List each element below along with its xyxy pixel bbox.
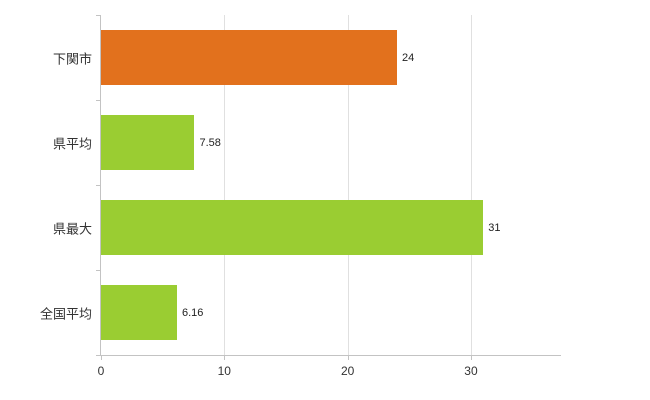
bar-row: 全国平均 6.16 bbox=[40, 270, 561, 355]
bar-row: 県平均 7.58 bbox=[53, 100, 561, 185]
x-axis-tick bbox=[101, 355, 102, 360]
value-label: 7.58 bbox=[199, 136, 221, 149]
bar-pref-max bbox=[101, 200, 484, 255]
x-tick-label-3: 30 bbox=[464, 364, 478, 378]
y-axis-tick bbox=[96, 15, 101, 16]
x-tick-label-2: 20 bbox=[340, 364, 355, 378]
y-axis-tick bbox=[96, 270, 101, 271]
bar-national-average bbox=[101, 285, 177, 340]
y-axis-tick bbox=[96, 355, 101, 356]
plot-area: 下関市 24 県平均 7.58 県最大 31 全国平均 6.16 0 10 20… bbox=[40, 15, 561, 378]
gridline bbox=[224, 15, 226, 355]
gridline bbox=[347, 15, 349, 355]
bar-pref-average bbox=[101, 115, 195, 170]
x-axis-tick bbox=[347, 355, 349, 360]
x-axis-tick bbox=[470, 355, 472, 360]
x-tick-label-0: 0 bbox=[97, 364, 105, 378]
value-label: 6.16 bbox=[181, 306, 204, 319]
value-label: 31 bbox=[488, 221, 501, 234]
bar-row: 下関市 24 bbox=[53, 15, 561, 100]
gridline bbox=[470, 15, 472, 355]
category-label-national-average: 全国平均 bbox=[39, 306, 92, 321]
category-label-shimonoseki: 下関市 bbox=[52, 51, 92, 66]
y-axis-tick bbox=[96, 100, 101, 101]
category-label-pref-average: 県平均 bbox=[52, 136, 92, 151]
value-label: 24 bbox=[401, 51, 415, 64]
y-axis-tick bbox=[96, 185, 101, 186]
x-tick-label-1: 10 bbox=[217, 364, 231, 378]
bar-row: 県最大 31 bbox=[53, 185, 561, 270]
x-axis-tick bbox=[224, 355, 226, 360]
category-label-pref-max: 県最大 bbox=[52, 221, 92, 236]
bar-shimonoseki bbox=[101, 30, 397, 85]
